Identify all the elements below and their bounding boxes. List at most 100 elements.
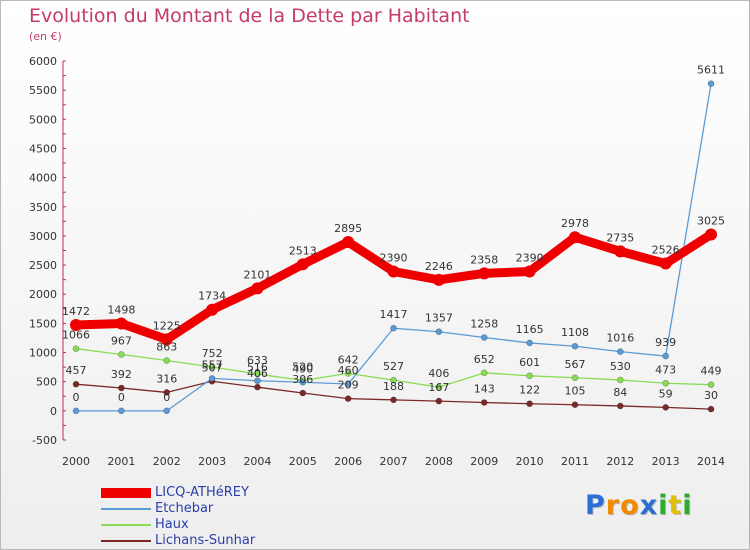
data-point: [344, 380, 352, 388]
data-point: [118, 384, 125, 392]
data-point: [251, 282, 264, 295]
x-tick-label: 2001: [107, 455, 135, 468]
data-label: 473: [655, 363, 676, 376]
y-tick-label: 4000: [29, 172, 57, 185]
data-point: [526, 372, 533, 380]
data-label: 527: [383, 360, 404, 373]
data-label: 105: [564, 385, 585, 398]
data-label: 2246: [425, 260, 453, 273]
legend-swatch: [101, 540, 151, 542]
data-point: [390, 324, 397, 332]
data-label: 2526: [652, 244, 680, 257]
x-tick-label: 2008: [425, 455, 453, 468]
y-tick-label: 2500: [29, 259, 57, 272]
data-point: [523, 265, 536, 278]
data-point: [707, 80, 715, 87]
data-point: [617, 348, 624, 355]
y-tick-label: 2000: [29, 288, 57, 301]
data-point: [435, 397, 443, 405]
data-point: [344, 395, 352, 402]
data-point: [526, 400, 533, 408]
data-label: 0: [163, 391, 170, 404]
data-label: 1108: [561, 326, 589, 339]
y-tick-label: 3000: [29, 230, 57, 243]
data-label: 1357: [425, 312, 453, 325]
data-point: [118, 407, 125, 415]
data-point: [526, 339, 533, 347]
data-label: 460: [338, 364, 359, 377]
data-label: 1225: [153, 319, 181, 332]
data-label: 1258: [470, 317, 498, 330]
x-tick-label: 2000: [62, 455, 90, 468]
data-point: [707, 381, 715, 388]
data-label: 1066: [62, 329, 90, 342]
data-point: [70, 319, 82, 332]
data-label: 2390: [516, 251, 544, 264]
x-tick-label: 2009: [470, 455, 498, 468]
data-label: 557: [202, 358, 223, 371]
data-label: 520: [292, 361, 313, 374]
data-label: 84: [613, 386, 627, 399]
data-point: [432, 273, 445, 286]
y-tick-label: 4500: [29, 142, 57, 155]
data-point: [707, 405, 715, 413]
data-point: [254, 370, 261, 378]
data-label: 567: [564, 358, 585, 371]
data-label: 316: [156, 372, 177, 385]
x-tick-label: 2007: [380, 455, 408, 468]
data-label: 188: [383, 380, 404, 393]
data-point: [115, 317, 128, 330]
data-point: [342, 236, 355, 249]
data-point: [614, 245, 627, 258]
legend-swatch: [101, 524, 151, 526]
data-point: [72, 345, 80, 352]
data-point: [617, 402, 624, 410]
data-label: 967: [111, 334, 132, 347]
data-label: 490: [292, 362, 313, 375]
data-point: [254, 377, 261, 385]
data-label: 449: [701, 365, 722, 378]
data-label: 863: [156, 341, 177, 354]
data-point: [344, 370, 352, 377]
data-point: [163, 389, 171, 396]
data-label: 406: [428, 367, 449, 380]
data-label: 2101: [243, 268, 271, 281]
x-tick-label: 2006: [334, 455, 362, 468]
data-label: 2358: [470, 253, 498, 266]
data-point: [435, 383, 443, 391]
legend-label: Haux: [155, 517, 189, 532]
data-label: 939: [655, 336, 676, 349]
data-label: 652: [474, 353, 495, 366]
data-point: [705, 228, 718, 241]
data-point: [118, 351, 125, 358]
data-point: [72, 380, 80, 388]
data-point: [299, 378, 307, 386]
data-label: 406: [247, 367, 268, 380]
data-label: 122: [519, 384, 540, 397]
data-label: 1498: [107, 304, 135, 317]
data-point: [160, 333, 173, 346]
y-tick-label: 3500: [29, 201, 57, 214]
data-point: [480, 334, 488, 341]
data-label: 2978: [561, 217, 589, 230]
data-label: 530: [610, 360, 631, 373]
data-label: 633: [247, 354, 268, 367]
data-point: [296, 258, 309, 271]
data-label: 2390: [380, 251, 408, 264]
data-point: [480, 399, 488, 406]
data-point: [480, 369, 488, 377]
y-tick-label: 500: [36, 376, 57, 389]
data-point: [571, 401, 579, 409]
data-point: [435, 328, 443, 336]
y-tick-label: 6000: [29, 55, 57, 68]
legend-swatch: [101, 508, 151, 510]
y-tick-label: -500: [32, 434, 57, 447]
proxiti-logo: Proxiti: [585, 490, 693, 521]
legend-label: Lichans-Sunhar: [155, 533, 256, 548]
data-point: [163, 357, 171, 364]
data-point: [208, 375, 216, 382]
data-point: [72, 407, 80, 415]
data-point: [390, 396, 397, 404]
